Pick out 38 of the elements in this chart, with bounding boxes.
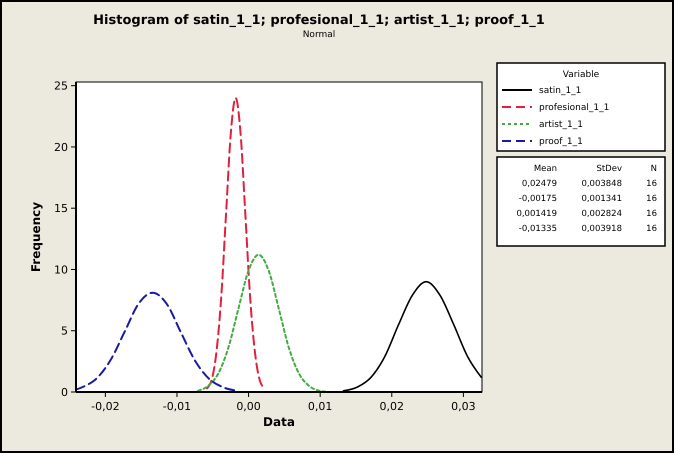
legend-label: artist_1_1: [539, 120, 583, 130]
chart-title: Histogram of satin_1_1; profesional_1_1; artist_1_1; proof_1_1: [93, 13, 545, 28]
legend-title: Variable: [562, 70, 600, 80]
line-series: [206, 96, 266, 390]
y-tick-label: 25: [54, 80, 68, 93]
text: 0,001341: [581, 194, 622, 204]
text: 0,002824: [581, 209, 622, 219]
text: 0,001419: [516, 209, 557, 219]
x-tick-label: -0,01: [162, 400, 192, 413]
legend-label: satin_1_1: [539, 86, 582, 96]
text: 0,003848: [581, 179, 622, 189]
text: Mean: [534, 164, 557, 174]
x-axis-title: Data: [263, 415, 295, 429]
legend-label: profesional_1_1: [539, 103, 610, 113]
y-tick-label: 10: [54, 263, 68, 276]
x-tick-label: 0,02: [380, 400, 404, 413]
text: N: [650, 164, 657, 174]
text: 16: [646, 224, 657, 234]
y-tick-label: 15: [54, 202, 68, 216]
y-axis-title: Frequency: [29, 202, 43, 272]
y-tick-label: 5: [61, 324, 68, 338]
x-tick-label: -0,02: [91, 400, 120, 413]
text: 0,02479: [522, 179, 557, 189]
text: -0,00175: [518, 194, 557, 204]
text: -0,01335: [518, 224, 557, 234]
text: StDev: [596, 164, 622, 174]
chart-subtitle: Normal: [302, 30, 336, 40]
x-tick-label: 0,03: [451, 400, 476, 413]
x-tick-label: 0,01: [308, 400, 332, 413]
legend-label: proof_1_1: [539, 137, 583, 147]
y-tick-label: 0: [61, 386, 68, 399]
text: 0,003918: [581, 224, 622, 234]
line-series: [75, 292, 238, 392]
text: 16: [646, 179, 657, 189]
y-tick-label: 20: [54, 140, 68, 154]
x-tick-label: 0,00: [236, 400, 261, 413]
text: 16: [646, 209, 657, 219]
text: 16: [646, 194, 657, 204]
